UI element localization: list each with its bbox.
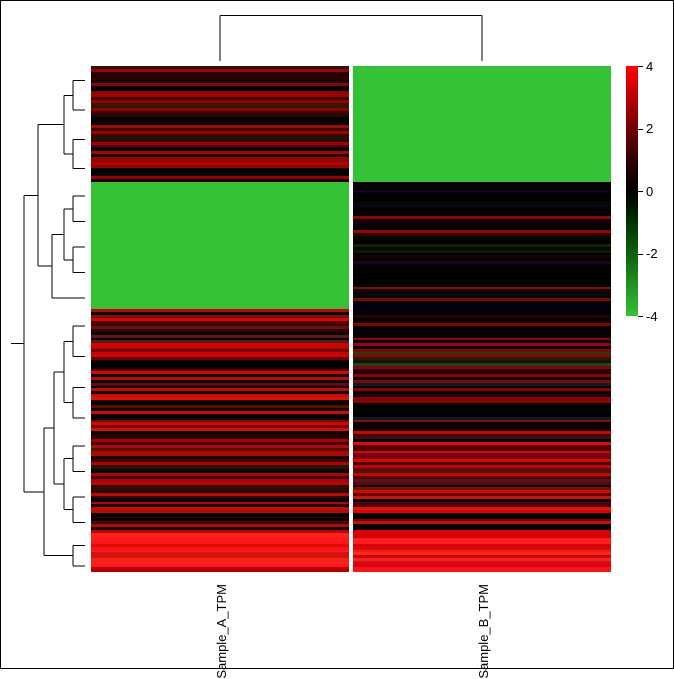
- scale-tick: [638, 129, 643, 130]
- column-label: Sample_A_TPM: [214, 584, 229, 679]
- scale-tick-label: 4: [646, 59, 653, 74]
- scale-tick: [638, 66, 643, 67]
- scale-tick: [638, 254, 643, 255]
- scale-tick: [638, 316, 643, 317]
- scale-tick-label: 0: [646, 184, 653, 199]
- column-label: Sample_B_TPM: [476, 584, 491, 679]
- heatmap-column: [91, 66, 349, 576]
- heatmap-column: [353, 66, 611, 576]
- scale-tick: [638, 191, 643, 192]
- column-dendrogram: [91, 13, 611, 61]
- color-scale-bar: [626, 66, 638, 316]
- column-gap: [349, 66, 353, 576]
- heatmap: [91, 66, 611, 576]
- chart-frame: Sample_A_TPMSample_B_TPM 420-2-4: [0, 0, 674, 669]
- scale-tick-label: 2: [646, 121, 653, 136]
- row-dendrogram: [9, 66, 87, 576]
- scale-tick-label: -4: [646, 309, 658, 324]
- scale-tick-label: -2: [646, 246, 658, 261]
